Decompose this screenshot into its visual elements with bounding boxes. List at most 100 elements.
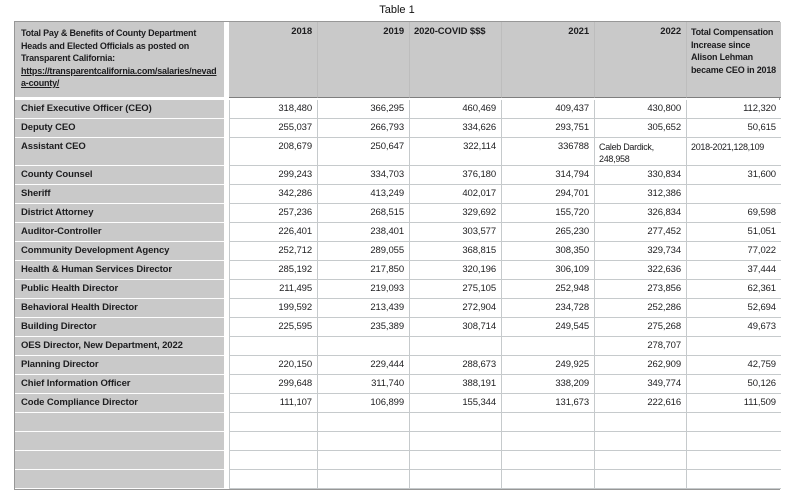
table-row: Public Health Director 211,495 219,093 2…: [15, 280, 781, 299]
header-2020-covid: 2020-COVID $$$: [409, 22, 501, 98]
value-cell-2018: 299,648: [229, 375, 317, 394]
column-gutter: [224, 470, 229, 489]
value-cell-2018: 257,236: [229, 204, 317, 223]
table-row: District Attorney 257,236 268,515 329,69…: [15, 204, 781, 223]
column-gutter: [224, 451, 229, 470]
value-cell-2022: 305,652: [594, 119, 686, 138]
row-label-cell: Chief Information Officer: [15, 375, 224, 394]
value-cell-2020-covid: 275,105: [409, 280, 501, 299]
value-cell-2018: 208,679: [229, 138, 317, 166]
value-cell-total-increase: 69,598: [686, 204, 781, 223]
value-cell-total-increase: 50,615: [686, 119, 781, 138]
value-cell-2018: [229, 413, 317, 432]
value-cell-2020-covid: 376,180: [409, 166, 501, 185]
value-cell-2021: 409,437: [501, 100, 594, 119]
value-cell-total-increase: [686, 337, 781, 356]
table-row: OES Director, New Department, 2022 278,7…: [15, 337, 781, 356]
table-row: Sheriff 342,286 413,249 402,017 294,701 …: [15, 185, 781, 204]
value-cell-2020-covid: 460,469: [409, 100, 501, 119]
value-cell-2018: 318,480: [229, 100, 317, 119]
value-cell-2019: [317, 470, 409, 489]
value-cell-2018: 299,243: [229, 166, 317, 185]
row-label-cell: Planning Director: [15, 356, 224, 375]
value-cell-2021: [501, 470, 594, 489]
value-cell-2021: 338,209: [501, 375, 594, 394]
value-cell-total-increase: [686, 451, 781, 470]
value-cell-2019: 106,899: [317, 394, 409, 413]
value-cell-2022: [594, 470, 686, 489]
header-2022: 2022: [594, 22, 686, 98]
value-cell-2022: 330,834: [594, 166, 686, 185]
column-gutter: [224, 299, 229, 318]
value-cell-2019: 413,249: [317, 185, 409, 204]
value-cell-2021: 131,673: [501, 394, 594, 413]
table-row: Auditor-Controller 226,401 238,401 303,5…: [15, 223, 781, 242]
value-cell-2018: 225,595: [229, 318, 317, 337]
value-cell-total-increase: 77,022: [686, 242, 781, 261]
value-cell-2019: [317, 432, 409, 451]
row-label-cell: Public Health Director: [15, 280, 224, 299]
column-gutter: [224, 280, 229, 299]
column-gutter: [224, 22, 229, 98]
value-cell-2020-covid: 288,673: [409, 356, 501, 375]
value-cell-2019: 266,793: [317, 119, 409, 138]
column-gutter: [224, 204, 229, 223]
value-cell-2022: 275,268: [594, 318, 686, 337]
value-cell-2019: 213,439: [317, 299, 409, 318]
value-cell-2020-covid: 334,626: [409, 119, 501, 138]
value-cell-2021: 306,109: [501, 261, 594, 280]
row-label-cell: Community Development Agency: [15, 242, 224, 261]
value-cell-2020-covid: 303,577: [409, 223, 501, 242]
value-cell-total-increase: 31,600: [686, 166, 781, 185]
value-cell-total-increase: [686, 470, 781, 489]
row-label-cell: Assistant CEO: [15, 138, 224, 166]
value-cell-total-increase: 111,509: [686, 394, 781, 413]
value-cell-total-increase: [686, 413, 781, 432]
table-title: Table 1: [379, 4, 415, 16]
table-row: [15, 413, 781, 432]
row-label-cell: OES Director, New Department, 2022: [15, 337, 224, 356]
value-cell-2018: [229, 432, 317, 451]
value-cell-total-increase: 112,320: [686, 100, 781, 119]
value-cell-2022: 430,800: [594, 100, 686, 119]
value-cell-2021: 293,751: [501, 119, 594, 138]
value-cell-2020-covid: 308,714: [409, 318, 501, 337]
table-row: Building Director 225,595 235,389 308,71…: [15, 318, 781, 337]
value-cell-2019: 235,389: [317, 318, 409, 337]
value-cell-total-increase: [686, 185, 781, 204]
table-row: Planning Director 220,150 229,444 288,67…: [15, 356, 781, 375]
value-cell-2021: 155,720: [501, 204, 594, 223]
table-row: Deputy CEO 255,037 266,793 334,626 293,7…: [15, 119, 781, 138]
compensation-table: Total Pay & Benefits of County Departmen…: [14, 21, 781, 490]
value-cell-2018: 342,286: [229, 185, 317, 204]
transparent-california-link[interactable]: https://transparentcalifornia.com/salari…: [21, 65, 217, 89]
value-cell-2022: 252,286: [594, 299, 686, 318]
value-cell-2021: 249,925: [501, 356, 594, 375]
column-gutter: [224, 261, 229, 280]
table-body: Chief Executive Officer (CEO) 318,480 36…: [15, 98, 781, 489]
row-label-cell: Deputy CEO: [15, 119, 224, 138]
value-cell-total-increase: 52,694: [686, 299, 781, 318]
column-gutter: [224, 166, 229, 185]
value-cell-2020-covid: 329,692: [409, 204, 501, 223]
column-gutter: [224, 119, 229, 138]
value-cell-2022: [594, 432, 686, 451]
value-cell-2018: [229, 337, 317, 356]
value-cell-2020-covid: 155,344: [409, 394, 501, 413]
value-cell-2018: 220,150: [229, 356, 317, 375]
value-cell-2021: 265,230: [501, 223, 594, 242]
value-cell-2021: [501, 451, 594, 470]
value-cell-2019: 250,647: [317, 138, 409, 166]
value-cell-total-increase: 37,444: [686, 261, 781, 280]
column-gutter: [224, 432, 229, 451]
value-cell-2018: 199,592: [229, 299, 317, 318]
value-cell-2018: 255,037: [229, 119, 317, 138]
value-cell-2022: 278,707: [594, 337, 686, 356]
value-cell-2021: 336788: [501, 138, 594, 166]
column-gutter: [224, 223, 229, 242]
value-cell-2022: [594, 451, 686, 470]
row-label-cell: [15, 432, 224, 451]
table-row: Assistant CEO 208,679 250,647 322,114 33…: [15, 138, 781, 166]
column-gutter: [224, 100, 229, 119]
table-row: [15, 451, 781, 470]
